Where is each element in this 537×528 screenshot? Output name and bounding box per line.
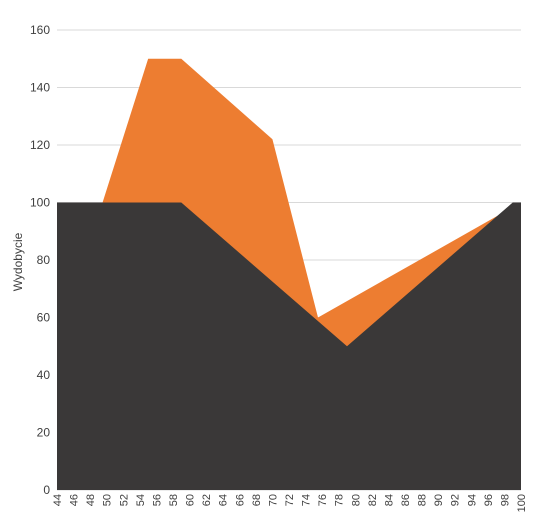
- x-tick-label: 80: [350, 494, 362, 506]
- x-tick-label: 82: [367, 494, 379, 506]
- y-tick-label: 140: [30, 81, 50, 95]
- y-tick-label: 100: [30, 196, 50, 210]
- x-axis-ticks: 44 46 48 50 52 54 56 58 60 62 64 66 68 70 72 74 76 78 80 82…: [52, 494, 528, 512]
- x-tick-label: 100: [516, 494, 528, 512]
- x-tick-label: 96: [483, 494, 495, 506]
- x-tick-label: 74: [301, 494, 313, 506]
- x-tick-label: 94: [466, 494, 478, 506]
- series-area-2: [57, 202, 521, 490]
- x-tick-label: 54: [135, 494, 147, 506]
- x-tick-label: 72: [284, 494, 296, 506]
- x-tick-label: 64: [218, 494, 230, 506]
- x-tick-label: 50: [102, 494, 114, 506]
- y-tick-label: 120: [30, 138, 50, 152]
- plot-areas: [57, 58, 521, 490]
- x-tick-label: 60: [185, 494, 197, 506]
- x-tick-label: 70: [267, 494, 279, 506]
- y-tick-label: 80: [37, 253, 51, 267]
- y-axis-ticks: 0 20 40 60 80 100 120 140 160: [30, 23, 50, 497]
- x-tick-label: 66: [234, 494, 246, 506]
- x-tick-label: 98: [499, 494, 511, 506]
- x-tick-label: 58: [168, 494, 180, 506]
- x-tick-label: 90: [433, 494, 445, 506]
- x-tick-label: 76: [317, 494, 329, 506]
- x-tick-label: 46: [69, 494, 81, 506]
- x-tick-label: 68: [251, 494, 263, 506]
- y-tick-label: 160: [30, 23, 50, 37]
- x-tick-label: 52: [118, 494, 130, 506]
- x-tick-label: 62: [201, 494, 213, 506]
- y-tick-label: 40: [37, 368, 51, 382]
- x-tick-label: 88: [417, 494, 429, 506]
- y-tick-label: 20: [37, 426, 51, 440]
- x-tick-label: 92: [450, 494, 462, 506]
- x-tick-label: 44: [52, 494, 64, 506]
- x-tick-label: 78: [334, 494, 346, 506]
- x-tick-label: 84: [383, 494, 395, 506]
- x-tick-label: 86: [400, 494, 412, 506]
- y-tick-label: 0: [43, 483, 50, 497]
- x-tick-label: 48: [85, 494, 97, 506]
- y-tick-label: 60: [37, 311, 51, 325]
- x-tick-label: 56: [151, 494, 163, 506]
- y-axis-title: Wydobycie: [11, 232, 25, 291]
